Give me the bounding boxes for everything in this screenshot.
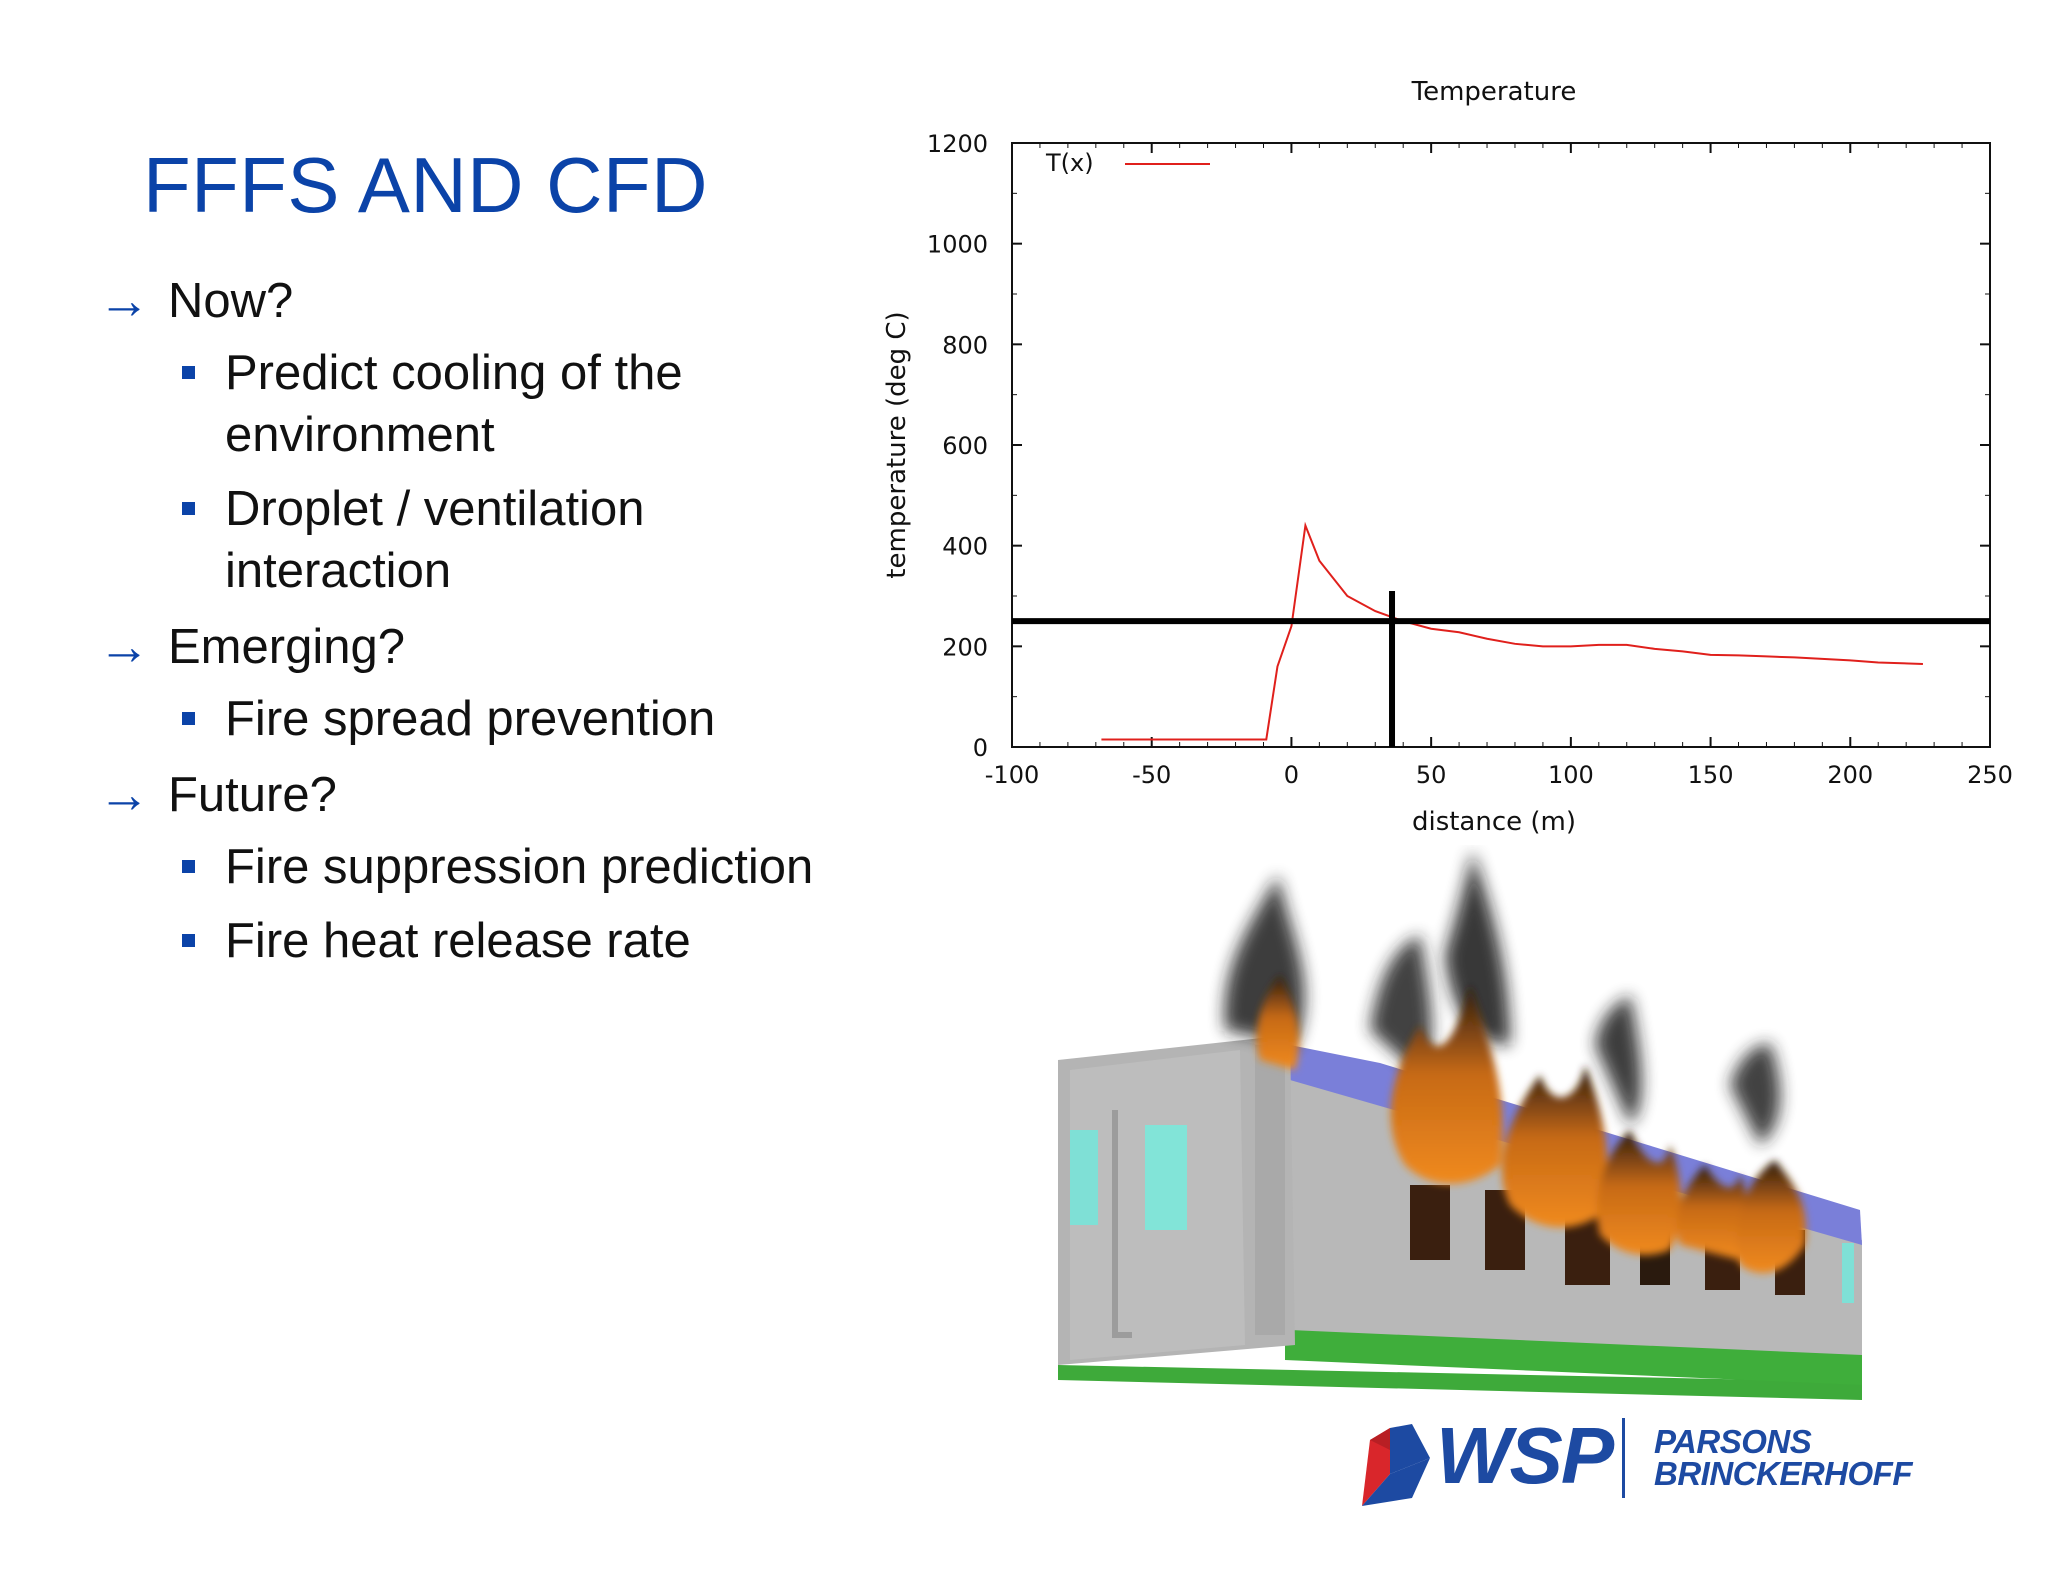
train-fire-svg: [1058, 850, 1862, 1400]
partner-wordmark: PARSONS BRINCKERHOFF: [1654, 1423, 1912, 1492]
sub-bullet-hrr: Fire heat release rate: [98, 910, 858, 972]
y-tick-label: 400: [942, 533, 988, 561]
train-fire-illustration: [1040, 845, 1870, 1405]
square-bullet-icon: [182, 502, 195, 515]
x-tick-label: -100: [985, 761, 1039, 789]
arrow-right-icon: →: [98, 272, 150, 330]
legend: T(x): [1045, 149, 1210, 177]
chart-title: Temperature: [1411, 77, 1577, 107]
wsp-mark-icon: [1362, 1424, 1430, 1506]
x-axis-label: distance (m): [1412, 807, 1576, 837]
bullet-future: → Future?: [98, 766, 337, 824]
legend-label: T(x): [1045, 149, 1094, 177]
slide-title: FFFS AND CFD: [143, 141, 708, 229]
plot-frame: [1011, 142, 1991, 748]
chart-svg: Temperature -100 -50 0 50 100 150 200 250 0 200 40…: [882, 77, 2013, 837]
x-tick-label: 0: [1284, 761, 1299, 789]
wsp-parsons-brinckerhoff-logo: WSP PARSONS BRINCKERHOFF: [1350, 1410, 1940, 1510]
y-tick-label: 1200: [927, 130, 988, 158]
sub-bullet-droplet: Droplet / ventilation interaction: [98, 478, 858, 602]
y-tick-label: 0: [973, 734, 988, 762]
bullet-now: → Now?: [98, 272, 294, 330]
arrow-right-icon: →: [98, 766, 150, 824]
y-tick-label: 200: [942, 633, 988, 661]
x-tick-label: 50: [1416, 761, 1447, 789]
y-tick-label: 600: [942, 432, 988, 460]
sub-bullet-cooling: Predict cooling of the environment: [98, 342, 858, 466]
y-tick-label: 1000: [927, 231, 988, 259]
sub-bullet-fire-spread: Fire spread prevention: [98, 688, 858, 750]
bullet-list: → Now? Predict cooling of the environmen…: [98, 270, 858, 986]
logo-divider: [1622, 1418, 1625, 1498]
square-bullet-icon: [182, 860, 195, 873]
series-line-T(x): [1101, 521, 1923, 741]
square-bullet-icon: [182, 712, 195, 725]
bullet-emerging: → Emerging?: [98, 618, 405, 676]
square-bullet-icon: [182, 366, 195, 379]
square-bullet-icon: [182, 934, 195, 947]
sub-bullet-suppression: Fire suppression prediction: [98, 836, 858, 898]
x-tick-label: 200: [1827, 761, 1873, 789]
wsp-wordmark: WSP: [1436, 1411, 1614, 1500]
x-tick-label: -50: [1132, 761, 1171, 789]
x-tick-label: 250: [1967, 761, 2013, 789]
x-tick-label: 100: [1548, 761, 1594, 789]
y-tick-label: 800: [942, 331, 988, 359]
x-tick-label: 150: [1688, 761, 1734, 789]
temperature-chart: Temperature -100 -50 0 50 100 150 200 250 0 200 40…: [820, 60, 2040, 860]
arrow-right-icon: →: [98, 618, 150, 676]
y-axis-label: temperature (deg C): [882, 311, 912, 578]
